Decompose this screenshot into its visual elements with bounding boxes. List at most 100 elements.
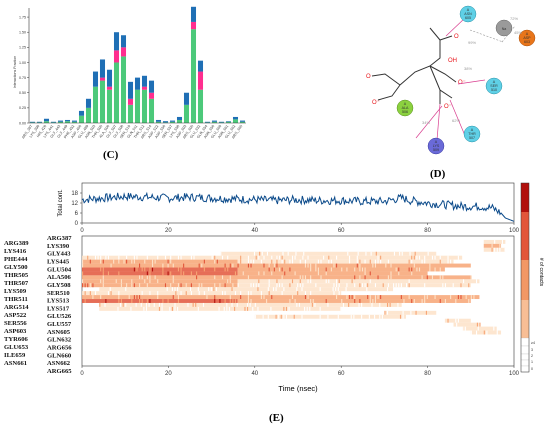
heat-cell [203,259,205,264]
bar-GLN_511-s2 [134,77,141,90]
bar-HIS_426-s2 [43,118,50,122]
heat-cell [203,267,205,272]
heat-cell [118,299,120,303]
heat-cell [380,295,382,300]
heat-cell [131,283,133,288]
svg-text:O: O [366,74,371,80]
heat-cell [258,271,260,276]
heat-segment-27 [453,322,480,327]
heat-cell [367,295,369,300]
heat-cell [501,239,503,244]
heat-cell [102,275,104,280]
heat-cell [234,299,237,303]
heat-cell [336,255,338,260]
top-xtick-label: 0 [80,228,84,234]
heat-cell [496,247,498,252]
heat-cell [221,275,224,280]
heat-cell [180,283,182,288]
heat-cell [389,302,391,307]
bar-ARG_605-s1 [190,21,197,30]
heat-cell [460,283,462,288]
heat-cell [170,283,172,288]
bar-THR_512-s2 [141,75,148,87]
heat-cell [84,291,86,296]
heat-cell [410,310,412,315]
heat-cell [295,251,297,256]
colorbar-band-0 [521,183,529,212]
heat-cell [110,291,112,296]
heat-cell [296,287,298,292]
bar-LYS_390-s2 [36,121,43,123]
heat-cell [89,283,91,288]
heat-cell [177,267,179,272]
heat-cell [266,251,268,256]
heat-xtick-label: 80 [424,371,431,377]
bar-ASN_503-s0 [92,86,99,123]
heat-cell [82,283,84,288]
residue-label-right: ARG387 [47,235,72,242]
heat-cell [411,271,413,276]
heat-cell [427,251,429,256]
heat-cell [193,255,195,260]
heat-cell [221,291,224,296]
bar-LYS_558-s0 [176,119,183,123]
heat-cell [253,259,255,264]
heat-cell [317,267,319,272]
heat-cell [387,283,389,288]
heat-segment-28 [462,326,497,331]
heat-cell [397,302,399,307]
heat-cell [496,330,498,335]
heat-cell [234,291,237,296]
heat-cell [84,299,86,303]
heat-cell [139,275,141,280]
heat-cell [139,263,141,268]
heat-cell [317,259,319,264]
heat-cell [234,271,237,276]
heat-cell [359,267,361,272]
bar-SER_557-s2 [169,120,176,122]
heat-cell [120,302,122,307]
heat-cell [493,326,495,331]
heat-cell [125,302,127,307]
heat-cell [133,259,135,264]
heat-cell [100,295,102,300]
heat-cell [198,283,200,288]
top-ytick-label: 12 [71,201,78,207]
heat-cell [323,255,325,260]
heat-cell [118,295,120,300]
bar-ARG_605-s0 [190,29,197,123]
heat-segment-14 [237,279,480,284]
heat-cell [421,299,423,303]
colorbar-band-1 [521,212,529,260]
heat-cell [214,259,216,264]
xtick-label: GLY_449 [56,124,68,139]
heat-cell [304,263,307,268]
bar-GLY_443-s0 [57,121,64,123]
residue-label-left: GLU653 [4,344,29,351]
interaction-percentages: 72% 45% 99% 38% 62% 34% [422,16,522,125]
heat-cell [180,255,182,260]
heat-cell [358,302,360,307]
svg-text:LYS: LYS [433,144,440,148]
bar-SER_510-s1 [127,98,134,105]
heat-cell [421,259,423,264]
heat-segment-6 [237,259,454,264]
heat-cell [328,259,330,264]
heat-cell [224,267,226,272]
bar-ARG_514-s2 [148,80,155,93]
heat-cell [219,299,221,303]
heat-cell [439,259,441,264]
heat-cell [307,279,309,284]
heat-cell [154,259,156,264]
heat-cell [237,283,239,288]
heat-cell [401,251,403,256]
xtick-label: GLN_511 [126,124,138,139]
heat-cell [395,283,397,288]
heat-cell [219,283,221,288]
heat-cell [100,279,102,284]
heat-cell [151,267,154,272]
heat-cell [359,259,361,264]
xtick-label: ALA_506 [99,124,111,138]
heat-cell [317,271,319,276]
svg-text:ASN: ASN [464,12,472,16]
